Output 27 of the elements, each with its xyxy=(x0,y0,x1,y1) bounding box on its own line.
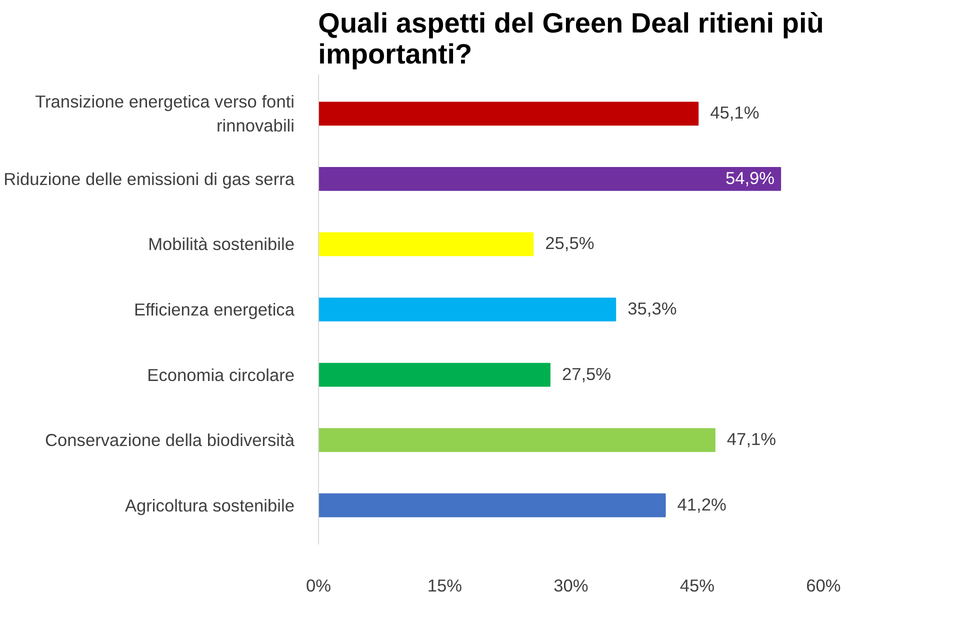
chart-title: Quali aspetti del Green Deal ritieni più importanti? xyxy=(318,8,824,70)
y-tick-label: Economia circolare xyxy=(147,364,295,385)
bar xyxy=(318,362,550,387)
data-label: 45,1% xyxy=(710,102,760,123)
x-tick-label: 0% xyxy=(306,576,332,596)
data-label: 25,5% xyxy=(545,233,594,254)
y-tick-label: Transizione energetica verso fonti rinnovabili xyxy=(35,92,295,136)
y-tick-label: Conservazione della biodiversità xyxy=(45,430,295,450)
x-tick-label: 30% xyxy=(554,576,588,596)
y-tick-label: Agricoltura sostenibile xyxy=(124,495,295,516)
data-label: 41,2% xyxy=(677,494,726,514)
y-tick-label: Mobilità sostenibile xyxy=(148,234,295,254)
x-tick-label: 60% xyxy=(806,576,841,596)
y-tick-label: Efficienza energetica xyxy=(134,300,295,320)
bar xyxy=(318,428,716,452)
y-tick-label: Riduzione delle emissioni di gas serra xyxy=(4,168,295,189)
bar xyxy=(318,493,666,518)
bar xyxy=(318,298,616,322)
bar xyxy=(318,232,534,256)
data-label: 54,9% xyxy=(725,168,775,188)
bar xyxy=(318,167,782,191)
data-label: 47,1% xyxy=(726,429,776,450)
bar xyxy=(318,102,699,126)
data-label: 35,3% xyxy=(628,298,677,318)
x-tick-label: 15% xyxy=(427,576,462,596)
x-tick-label: 45% xyxy=(680,576,715,596)
data-label: 27,5% xyxy=(562,364,612,384)
